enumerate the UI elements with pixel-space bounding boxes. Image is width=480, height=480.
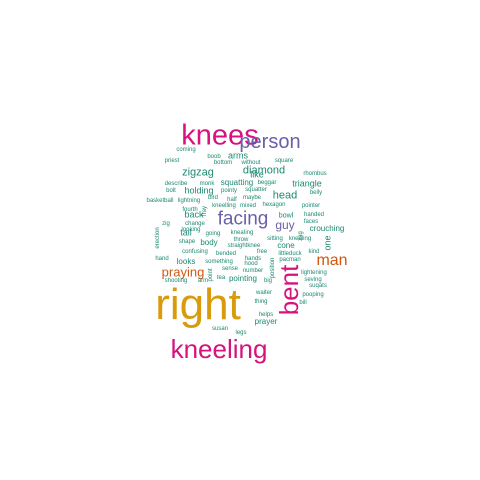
word-lightning: lightning <box>177 198 201 204</box>
word-man: man <box>316 252 348 269</box>
word-one: one <box>322 235 333 251</box>
word-bent: bent <box>274 264 304 316</box>
word-something: something <box>205 259 233 265</box>
word-diamond: diamond <box>242 164 286 177</box>
word-confusing: confusing <box>182 249 208 255</box>
word-without: without <box>241 160 261 166</box>
word-rhombus: rhombus <box>303 171 327 177</box>
word-like: like <box>250 169 264 180</box>
word-zigzag: zigzag <box>182 166 214 179</box>
word-squatter: squatter <box>245 187 267 193</box>
word-pacman: pacman <box>279 257 301 263</box>
word-fray: fray <box>202 205 208 217</box>
word-bolt: bolt <box>166 188 176 194</box>
word-boob: boob <box>207 154 221 160</box>
word-body: body <box>200 238 218 247</box>
word-kneeling: kneeling <box>170 334 268 364</box>
word-point: point <box>208 268 214 282</box>
word-back: back <box>184 209 204 220</box>
word-zig: zig <box>162 221 170 227</box>
word-legs: legs <box>235 330 247 336</box>
word-bill: bill <box>299 300 307 306</box>
word-pointy: pointy <box>220 188 238 194</box>
word-number: number <box>242 268 264 274</box>
word-person: person <box>239 131 301 153</box>
word-littleduck: littleduck <box>278 251 302 257</box>
word-big: big <box>263 278 273 284</box>
word-suqats: suqats <box>309 283 327 289</box>
word-bottom: bottom <box>213 160 233 166</box>
word-hands: hands <box>244 256 262 262</box>
word-waiter: waiter <box>255 290 273 296</box>
word-pointer: pointer <box>301 203 321 209</box>
word-head: head <box>272 189 298 202</box>
word-throw: throw <box>233 237 249 243</box>
word-bird: bird <box>207 195 219 201</box>
word-mixed: mixed <box>239 203 257 209</box>
word-fourth: fourth <box>182 207 198 213</box>
word-right: right <box>155 280 241 329</box>
word-hexagon: hexagon <box>262 202 286 208</box>
word-straightknee: straightknee <box>227 243 261 249</box>
word-basketball: basketball <box>146 198 174 204</box>
word-describe: describe <box>164 181 188 187</box>
word-sitting: sitting <box>267 236 283 242</box>
word-free: free <box>256 249 268 255</box>
word-shooting: shooting <box>164 278 188 284</box>
word-arm: arm <box>197 278 209 284</box>
word-monk: monk <box>199 181 215 187</box>
word-pointing: pointing <box>228 274 258 283</box>
word-pooping: pooping <box>302 292 324 298</box>
word-kneeling: kneeling <box>288 236 312 242</box>
word-facing: facing <box>217 208 269 230</box>
word-bowl: bowl <box>278 212 294 220</box>
word-triangle: triangle <box>292 178 322 189</box>
word-maybe: maybe <box>242 195 262 201</box>
word-half: half <box>227 197 237 203</box>
word-looks: looks <box>176 257 196 266</box>
word-beggar: beggar <box>257 180 277 186</box>
word-looking: looking <box>181 227 201 233</box>
word-priest: priest <box>164 158 180 164</box>
word-tea: tea <box>216 275 226 281</box>
word-lightening: lightening <box>301 270 327 276</box>
word-tail: tail <box>180 227 192 238</box>
word-going: going <box>205 231 221 237</box>
word-kneaiing: kneaIing <box>230 230 254 236</box>
word-helps: helps <box>258 312 274 318</box>
word-bended: bended <box>215 251 237 257</box>
word-squatting: squatting <box>220 178 254 187</box>
word-coming: coming <box>176 147 196 153</box>
word-shape: shape <box>178 239 196 245</box>
word-knees: knees <box>181 119 259 152</box>
word-handed: handed <box>303 212 325 218</box>
word-guy: guy <box>275 218 295 232</box>
word-susan: susan <box>211 326 229 332</box>
word-faces: faces <box>303 219 319 225</box>
word-seving: seving <box>304 277 322 283</box>
word-holding: holding <box>184 185 214 196</box>
word-hand: hand <box>155 256 169 262</box>
word-prayer: prayer <box>254 317 278 326</box>
word-praying: praying <box>161 264 205 280</box>
word-belly: belly <box>309 190 323 196</box>
word-square: square <box>274 158 294 164</box>
word-kneelling: kneelling <box>212 203 236 209</box>
word-cone: cone <box>277 241 295 250</box>
word-kind: kind <box>308 249 320 255</box>
word-change: change <box>185 221 205 227</box>
word-sense: sense <box>221 266 239 272</box>
word-zag: zag <box>298 231 304 241</box>
word-erection: erection <box>155 227 161 249</box>
word-hood: hood <box>244 261 258 267</box>
word-thing: thing <box>254 299 268 305</box>
word-crouching: crouching <box>309 224 345 233</box>
word-position: position <box>270 257 276 279</box>
word-arms: arms <box>228 150 248 161</box>
